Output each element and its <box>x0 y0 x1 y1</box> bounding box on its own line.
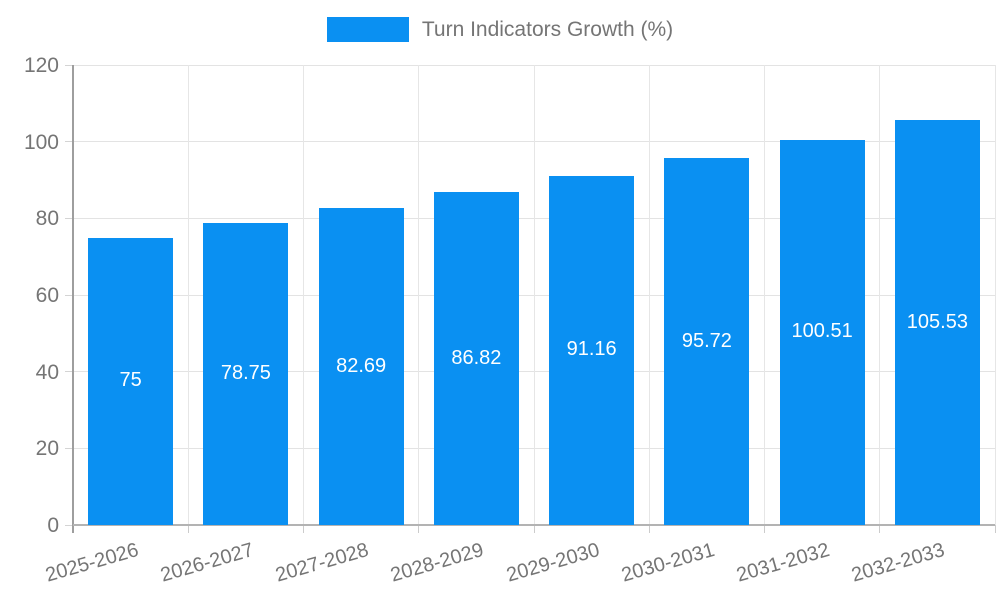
y-tick-label: 60 <box>35 284 59 307</box>
x-tick-mark <box>187 525 189 533</box>
bar: 86.82 <box>433 192 519 525</box>
y-tick-mark <box>65 294 73 296</box>
bar-value-label: 78.75 <box>220 362 271 385</box>
bar: 78.75 <box>203 223 289 525</box>
x-gridline <box>187 65 189 525</box>
y-tick-label: 100 <box>23 130 59 154</box>
y-tick-mark <box>65 141 73 143</box>
x-gridline <box>879 65 881 525</box>
bar-value-label: 75 <box>119 369 142 392</box>
x-gridline <box>648 65 650 525</box>
legend: Turn Indicators Growth (%) <box>0 17 1000 42</box>
y-tick-mark <box>65 64 73 66</box>
y-tick-label: 40 <box>35 360 59 384</box>
x-axis-line <box>73 524 995 526</box>
y-tick-label: 20 <box>35 437 59 461</box>
y-tick-mark <box>65 217 73 219</box>
bar: 82.69 <box>318 208 404 525</box>
bar: 95.72 <box>664 158 750 525</box>
legend-swatch <box>326 17 409 42</box>
y-axis-line <box>72 65 74 533</box>
bar-value-label: 100.51 <box>791 320 853 343</box>
bar-value-label: 82.69 <box>336 354 387 377</box>
y-tick-mark <box>65 524 73 526</box>
bar: 100.51 <box>779 139 865 525</box>
bar-value-label: 91.16 <box>566 338 617 361</box>
bar: 91.16 <box>549 175 635 525</box>
y-tick-label: 80 <box>35 207 59 231</box>
x-gridline <box>533 65 535 525</box>
bar-value-label: 86.82 <box>451 346 502 369</box>
x-tick-mark <box>648 525 650 533</box>
bar-value-label: 95.72 <box>681 329 732 352</box>
x-tick-mark <box>879 525 881 533</box>
x-gridline <box>418 65 420 525</box>
legend-label: Turn Indicators Growth (%) <box>421 18 674 41</box>
y-tick-label: 120 <box>23 54 59 77</box>
plot-area: 0 20 40 60 80 100 120 75 78.75 82.69 86.82 91.16 95.… <box>24 55 996 587</box>
y-tick-label: 0 <box>47 514 59 537</box>
x-tick-mark <box>303 525 304 533</box>
x-gridline <box>994 65 996 525</box>
bar-value-label: 105.53 <box>906 310 968 333</box>
x-tick-mark <box>994 525 996 533</box>
y-tick-mark <box>65 447 73 449</box>
x-tick-mark <box>764 525 765 533</box>
x-gridline <box>764 65 765 525</box>
x-gridline <box>303 65 304 525</box>
y-tick-mark <box>65 371 73 373</box>
bar: 75 <box>88 237 174 525</box>
x-tick-mark <box>533 525 535 533</box>
bar: 105.53 <box>894 120 980 525</box>
x-tick-mark <box>418 525 420 533</box>
